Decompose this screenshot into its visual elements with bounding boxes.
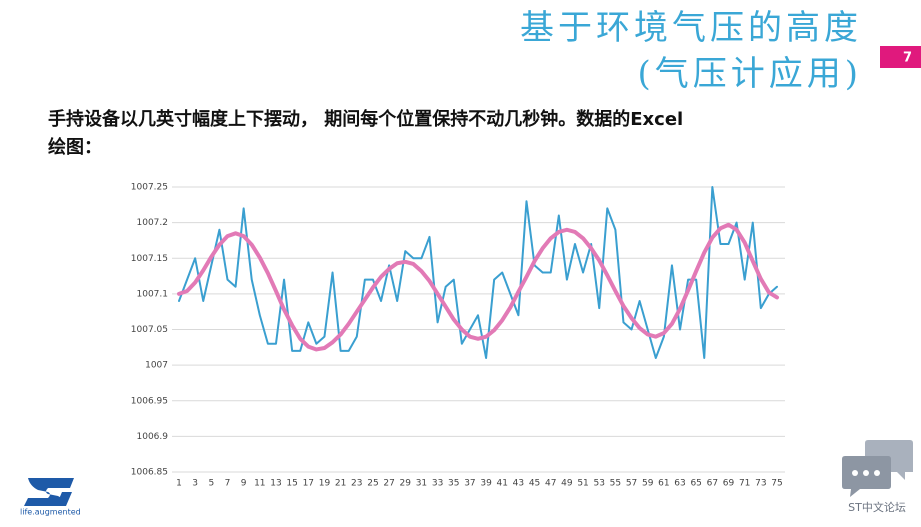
y-tick-label: 1007.15 [131,254,168,264]
y-tick-label: 1006.85 [131,468,168,478]
logo-mark [56,492,72,506]
forum-label: ST中文论坛 [848,500,906,514]
x-tick-label: 9 [241,479,247,489]
x-tick-label: 57 [626,479,637,489]
x-tick-label: 75 [771,479,782,489]
x-tick-label: 73 [755,479,766,489]
y-tick-label: 1007 [145,361,168,371]
x-tick-label: 47 [545,479,556,489]
page-number-box [880,46,921,68]
x-tick-label: 11 [254,479,265,489]
x-tick-label: 61 [658,479,669,489]
x-tick-label: 5 [208,479,214,489]
data-line [177,222,779,352]
x-tick-label: 23 [351,479,362,489]
x-tick-label: 43 [513,479,524,489]
y-tick-label: 1007.2 [137,218,169,228]
x-tick-label: 55 [610,479,621,489]
x-tick-label: 65 [690,479,701,489]
x-tick-label: 45 [529,479,540,489]
y-tick-label: 1006.9 [137,432,169,442]
body-text: 手持设备以几英寸幅度上下摆动， 期间每个位置保持不动几秒钟。数据的Excel [48,108,683,130]
body-text: 绘图： [48,136,102,158]
x-tick-label: 29 [400,479,412,489]
x-tick-label: 27 [383,479,394,489]
logo-tagline: life.augmented [20,508,81,517]
x-tick-label: 51 [577,479,588,489]
x-tick-label: 71 [739,479,750,489]
page-number: 7 [903,51,912,66]
forum-icon [842,440,913,497]
x-tick-label: 33 [432,479,443,489]
x-tick-label: 67 [707,479,718,489]
x-tick-label: 41 [497,479,508,489]
x-tick-label: 15 [286,479,297,489]
x-tick-label: 35 [448,479,459,489]
x-tick-label: 19 [319,479,331,489]
slide-title: 基于环境气压的高度 [520,8,862,48]
y-tick-label: 1006.95 [131,396,168,406]
x-tick-label: 13 [270,479,281,489]
st-logo [24,478,74,506]
x-tick-label: 17 [303,479,314,489]
slide-subtitle: (气压计应用) [637,54,862,94]
x-tick-label: 7 [225,479,231,489]
x-tick-label: 49 [561,479,573,489]
x-tick-label: 3 [192,479,198,489]
x-tick-label: 25 [367,479,378,489]
x-tick-label: 39 [480,479,492,489]
y-tick-label: 1007.05 [131,325,168,335]
x-tick-label: 69 [723,479,735,489]
x-tick-label: 1 [176,479,182,489]
x-tick-label: 53 [593,479,604,489]
x-tick-label: 31 [416,479,427,489]
x-tick-label: 59 [642,479,654,489]
data-line [178,186,778,359]
x-tick-label: 21 [335,479,346,489]
y-tick-label: 1007.25 [131,183,168,193]
y-tick-label: 1007.1 [137,289,169,299]
x-tick-label: 37 [464,479,475,489]
x-tick-label: 63 [674,479,685,489]
